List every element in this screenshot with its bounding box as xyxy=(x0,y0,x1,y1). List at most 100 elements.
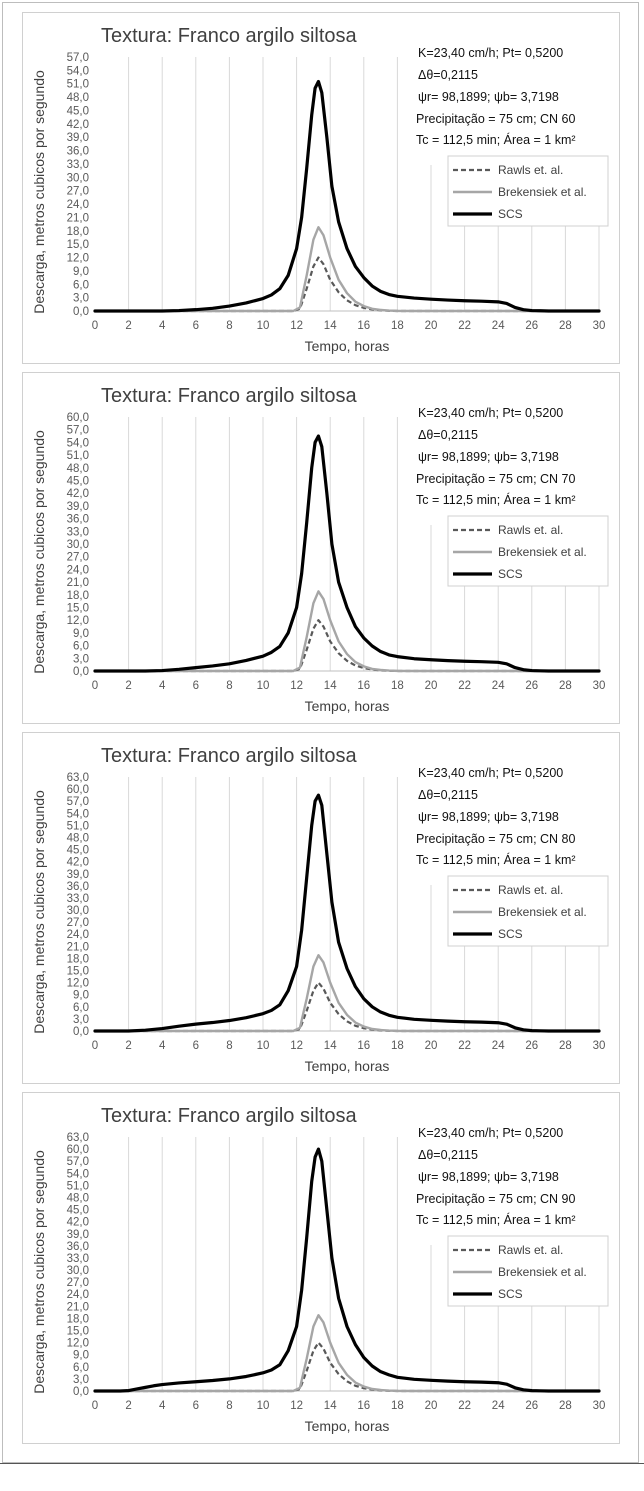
series-line-3 xyxy=(93,434,601,673)
legend-label: Brekensiek et al. xyxy=(498,545,587,559)
y-tick-label: 48,0 xyxy=(67,1192,89,1204)
x-tick-label: 0 xyxy=(92,320,98,332)
y-tick-label: 33,0 xyxy=(67,159,89,171)
y-tick-label: 48,0 xyxy=(67,832,89,844)
x-tick-label: 14 xyxy=(324,1400,337,1412)
y-tick-label: 48,0 xyxy=(67,463,89,475)
x-tick-label: 4 xyxy=(159,1040,166,1052)
y-tick-label: 21,0 xyxy=(67,941,89,953)
y-tick-label: 42,0 xyxy=(67,119,89,131)
y-tick-label: 39,0 xyxy=(67,869,89,881)
y-tick-label: 63,0 xyxy=(67,1132,89,1144)
chart-title: Textura: Franco argilo siltosa xyxy=(101,745,358,767)
parameter-annotation: Tc = 112,5 min; Área = 1 km² xyxy=(416,852,576,867)
y-tick-label: 0,0 xyxy=(73,1386,89,1398)
x-tick-label: 28 xyxy=(559,1040,572,1052)
y-tick-label: 3,0 xyxy=(73,293,89,305)
y-tick-label: 54,0 xyxy=(67,808,89,820)
legend-label: Brekensiek et al. xyxy=(498,1265,587,1279)
series-line-2 xyxy=(93,590,601,673)
legend-label: Brekensiek et al. xyxy=(498,185,587,199)
x-tick-label: 28 xyxy=(559,320,572,332)
y-axis-title: Descarga, metros cubicos por segundo xyxy=(31,70,47,314)
parameter-annotation: K=23,40 cm/h; Pt= 0,5200 xyxy=(418,766,563,780)
y-tick-label: 24,0 xyxy=(67,564,89,576)
y-tick-label: 9,0 xyxy=(73,266,89,278)
y-tick-label: 57,0 xyxy=(67,1156,89,1168)
parameter-annotation: Tc = 112,5 min; Área = 1 km² xyxy=(416,492,576,507)
x-tick-label: 24 xyxy=(492,1400,505,1412)
parameter-annotation: Precipitação = 75 cm; CN 60 xyxy=(416,112,575,126)
x-axis-title: Tempo, horas xyxy=(305,698,390,714)
document-frame xyxy=(2,2,639,1463)
y-tick-label: 30,0 xyxy=(67,539,89,551)
chart-title: Textura: Franco argilo siltosa xyxy=(101,1105,358,1127)
annotation-box xyxy=(411,393,611,525)
series-line-1 xyxy=(95,619,599,673)
x-tick-label: 16 xyxy=(357,320,370,332)
y-tick-label: 33,0 xyxy=(67,526,89,538)
y-tick-label: 36,0 xyxy=(67,881,89,893)
x-tick-label: 26 xyxy=(525,680,538,692)
y-tick-label: 12,0 xyxy=(67,253,89,265)
x-tick-label: 28 xyxy=(559,680,572,692)
y-tick-label: 30,0 xyxy=(67,905,89,917)
y-tick-label: 24,0 xyxy=(67,929,89,941)
y-tick-label: 0,0 xyxy=(73,666,89,678)
legend-label: Rawls et. al. xyxy=(498,523,563,537)
x-tick-label: 6 xyxy=(193,1040,199,1052)
y-tick-label: 15,0 xyxy=(67,966,89,978)
y-tick-label: 27,0 xyxy=(67,917,89,929)
x-tick-label: 18 xyxy=(391,1400,404,1412)
x-tick-label: 0 xyxy=(92,1400,98,1412)
chart-svg: 0 2 4 6 8 10 12 14 16 18 20 22 24 26 28 300,03,06,09,01… xyxy=(31,745,611,1074)
y-tick-label: 39,0 xyxy=(67,1229,89,1241)
y-tick-label: 42,0 xyxy=(67,1217,89,1229)
y-tick-label: 51,0 xyxy=(67,1180,89,1192)
y-tick-label: 18,0 xyxy=(67,1313,89,1325)
y-tick-label: 24,0 xyxy=(67,199,89,211)
y-tick-label: 48,0 xyxy=(67,92,89,104)
y-tick-label: 36,0 xyxy=(67,1241,89,1253)
x-tick-label: 22 xyxy=(458,320,471,332)
series-line-1 xyxy=(95,256,599,313)
x-tick-label: 26 xyxy=(525,1400,538,1412)
parameter-annotation: K=23,40 cm/h; Pt= 0,5200 xyxy=(418,406,563,420)
x-tick-label: 8 xyxy=(226,1400,232,1412)
legend-label: Brekensiek et al. xyxy=(498,905,587,919)
series-line-2 xyxy=(93,226,601,313)
legend-label: SCS xyxy=(498,567,523,581)
y-axis-title: Descarga, metros cubicos por segundo xyxy=(31,1150,47,1394)
parameter-annotation: ψr= 98,1899; ψb= 3,7198 xyxy=(418,810,559,824)
y-tick-label: 21,0 xyxy=(67,577,89,589)
y-tick-label: 33,0 xyxy=(67,893,89,905)
x-tick-label: 14 xyxy=(324,1040,337,1052)
parameter-annotation: K=23,40 cm/h; Pt= 0,5200 xyxy=(418,46,563,60)
series-line-2 xyxy=(93,1314,601,1393)
x-tick-label: 12 xyxy=(290,1040,303,1052)
y-tick-label: 54,0 xyxy=(67,1168,89,1180)
x-tick-label: 24 xyxy=(492,1040,505,1052)
y-tick-label: 57,0 xyxy=(67,796,89,808)
y-tick-label: 3,0 xyxy=(73,653,89,665)
x-tick-label: 6 xyxy=(193,680,199,692)
y-tick-label: 9,0 xyxy=(73,1350,89,1362)
x-tick-label: 10 xyxy=(257,1040,270,1052)
y-tick-label: 42,0 xyxy=(67,488,89,500)
x-tick-label: 18 xyxy=(391,320,404,332)
parameter-annotation: Tc = 112,5 min; Área = 1 km² xyxy=(416,1212,576,1227)
y-tick-label: 9,0 xyxy=(73,628,89,640)
y-tick-label: 15,0 xyxy=(67,603,89,615)
x-tick-label: 4 xyxy=(159,1400,166,1412)
y-tick-label: 3,0 xyxy=(73,1374,89,1386)
y-axis-title: Descarga, metros cubicos por segundo xyxy=(31,430,47,674)
y-axis-title: Descarga, metros cubicos por segundo xyxy=(31,790,47,1034)
x-tick-label: 30 xyxy=(593,680,606,692)
y-tick-label: 21,0 xyxy=(67,212,89,224)
y-tick-label: 6,0 xyxy=(73,1002,89,1014)
y-tick-label: 60,0 xyxy=(67,784,89,796)
y-tick-label: 33,0 xyxy=(67,1253,89,1265)
series-line-1 xyxy=(95,981,599,1033)
x-tick-label: 2 xyxy=(125,680,131,692)
x-tick-label: 12 xyxy=(290,680,303,692)
